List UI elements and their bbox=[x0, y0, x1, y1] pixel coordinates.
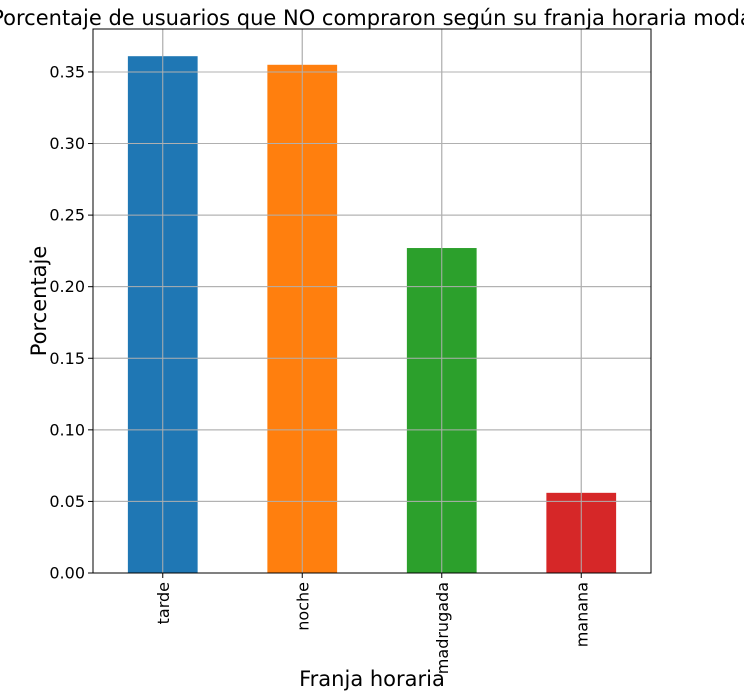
y-tick-label: 0.25 bbox=[49, 206, 85, 225]
x-tick-label: manana bbox=[572, 582, 591, 647]
y-tick-label: 0.35 bbox=[49, 62, 85, 81]
y-tick-label: 0.05 bbox=[49, 492, 85, 511]
y-axis-ticks: 0.00 0.05 0.10 0.15 0.20 0.25 0.30 0.35 bbox=[49, 62, 93, 583]
x-tick-label: madrugada bbox=[433, 582, 452, 674]
plot-frame bbox=[92, 28, 652, 574]
y-tick-label: 0.10 bbox=[49, 420, 85, 439]
y-tick-label: 0.20 bbox=[49, 277, 85, 296]
x-axis-ticks: tarde noche madrugada manana bbox=[154, 573, 591, 674]
y-tick-label: 0.00 bbox=[49, 564, 85, 583]
x-tick-label: tarde bbox=[154, 582, 173, 624]
y-tick-label: 0.30 bbox=[49, 134, 85, 153]
x-tick-label: noche bbox=[293, 582, 312, 631]
bars bbox=[127, 56, 617, 573]
x-axis-label: Franja horaria bbox=[299, 667, 445, 691]
y-tick-label: 0.15 bbox=[49, 349, 85, 368]
chart-title: Porcentaje de usuarios que NO compraron … bbox=[0, 6, 744, 30]
y-axis-label: Porcentaje bbox=[27, 246, 51, 357]
